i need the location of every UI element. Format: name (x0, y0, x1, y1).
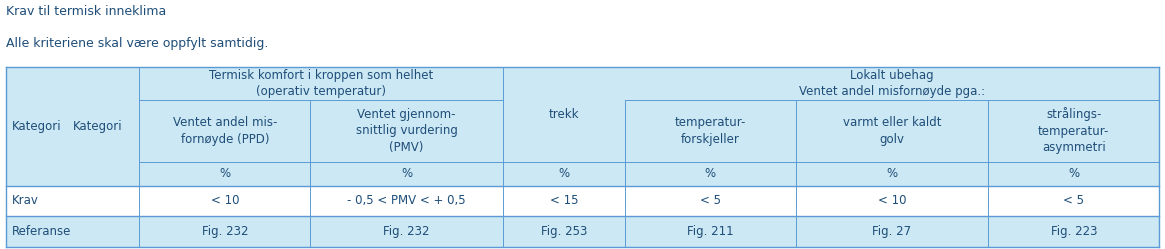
Text: %: % (219, 167, 231, 181)
Text: Lokalt ubehag
Ventet andel misfornøyde pga.:: Lokalt ubehag Ventet andel misfornøyde p… (799, 69, 986, 98)
Text: Krav til termisk inneklima: Krav til termisk inneklima (6, 5, 167, 18)
Text: %: % (558, 167, 570, 181)
Bar (6, 216, 1159, 247)
Text: %: % (887, 167, 897, 181)
Text: Ventet andel mis-
fornøyde (PPD): Ventet andel mis- fornøyde (PPD) (172, 116, 277, 146)
Text: < 10: < 10 (877, 194, 906, 207)
Bar (6, 186, 1159, 216)
Text: Krav: Krav (12, 194, 38, 207)
Text: < 10: < 10 (211, 194, 239, 207)
Text: < 5: < 5 (1064, 194, 1085, 207)
Text: - 0,5 < PMV < + 0,5: - 0,5 < PMV < + 0,5 (347, 194, 466, 207)
Text: varmt eller kaldt
golv: varmt eller kaldt golv (842, 116, 941, 146)
Text: Fig. 27: Fig. 27 (873, 225, 911, 238)
Text: < 5: < 5 (700, 194, 721, 207)
Text: Fig. 253: Fig. 253 (541, 225, 587, 238)
Text: temperatur-
forskjeller: temperatur- forskjeller (675, 116, 746, 146)
Text: trekk: trekk (549, 108, 579, 121)
Text: Kategori: Kategori (12, 120, 62, 133)
Text: %: % (1068, 167, 1080, 181)
Text: %: % (401, 167, 412, 181)
Text: Alle kriteriene skal være oppfylt samtidig.: Alle kriteriene skal være oppfylt samtid… (6, 37, 268, 50)
Text: %: % (705, 167, 715, 181)
Text: strålings-
temperatur-
asymmetri: strålings- temperatur- asymmetri (1038, 107, 1109, 154)
Text: Referanse: Referanse (12, 225, 71, 238)
Text: < 15: < 15 (550, 194, 578, 207)
Text: Fig. 232: Fig. 232 (202, 225, 248, 238)
Text: Termisk komfort i kroppen som helhet
(operativ temperatur): Termisk komfort i kroppen som helhet (op… (210, 69, 433, 98)
Text: Fig. 232: Fig. 232 (383, 225, 430, 238)
Text: Kategori: Kategori (72, 120, 122, 133)
Text: Fig. 211: Fig. 211 (687, 225, 734, 238)
Text: Fig. 223: Fig. 223 (1051, 225, 1097, 238)
Text: Ventet gjennom-
snittlig vurdering
(PMV): Ventet gjennom- snittlig vurdering (PMV) (355, 108, 458, 154)
Bar (6, 67, 1159, 186)
